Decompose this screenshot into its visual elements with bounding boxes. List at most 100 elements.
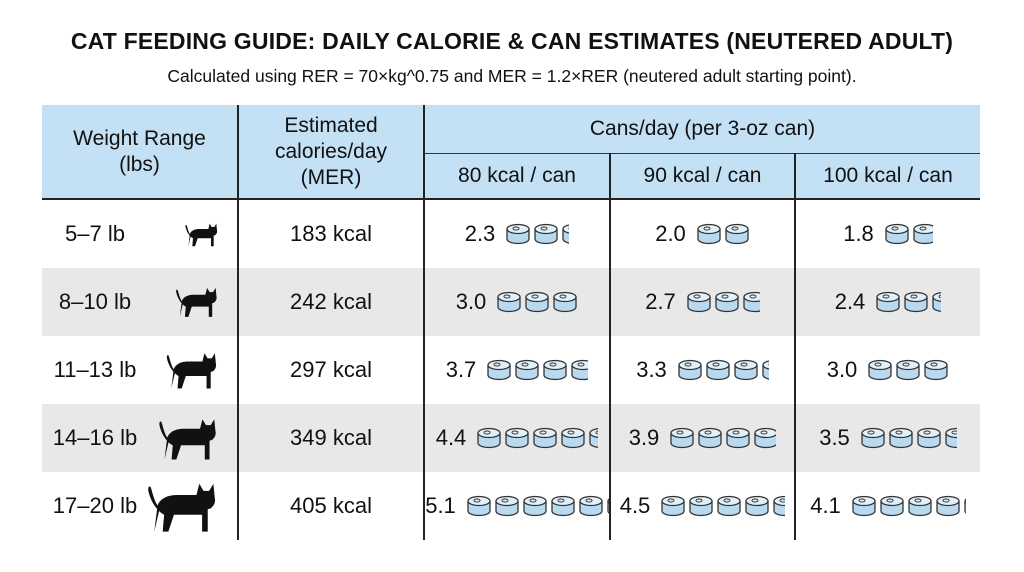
can-icons [884, 223, 933, 245]
food-can-icon [669, 427, 695, 449]
cans-per-day: 3.0 [826, 357, 858, 382]
can-icons [669, 427, 777, 449]
food-can-icon [677, 359, 703, 381]
header-cans-group: Cans/day (per 3-oz can) [423, 105, 980, 154]
calories: 349 kcal [237, 404, 424, 472]
cans-per-day: 4.4 [435, 425, 467, 450]
food-can-icon [903, 291, 929, 313]
can-icons [466, 495, 609, 517]
food-can-icon [714, 291, 740, 313]
weight-range: 11–13 lb [53, 357, 137, 382]
cans-per-day: 3.3 [636, 357, 667, 382]
cans-per-day: 4.1 [810, 493, 841, 518]
food-can-icon [496, 291, 522, 313]
cans-per-day: 2.7 [645, 289, 676, 314]
food-can-icon [912, 223, 933, 245]
header-weight: Weight Range (lbs) [42, 105, 238, 200]
food-can-icon [895, 359, 921, 381]
feeding-table: Weight Range (lbs) Estimated calories/da… [42, 105, 980, 540]
food-can-icon [505, 223, 531, 245]
can-icons [505, 223, 570, 245]
can-icons [660, 495, 786, 517]
food-can-icon [772, 495, 786, 517]
can-icons [686, 291, 760, 313]
food-can-icon [570, 359, 589, 381]
food-can-icon [486, 359, 512, 381]
weight-range: 17–20 lb [52, 493, 138, 518]
subtitle: Calculated using RER = 70×kg^0.75 and ME… [167, 66, 857, 86]
cat-silhouette-icon [185, 223, 218, 246]
food-can-icon [660, 495, 686, 517]
food-can-icon [504, 427, 530, 449]
cat-silhouette-icon [166, 353, 217, 389]
cans-per-day: 2.4 [834, 289, 866, 314]
food-can-icon [733, 359, 759, 381]
food-can-icon [725, 427, 751, 449]
can-icons [875, 291, 942, 313]
weight-range: 5–7 lb [65, 221, 125, 246]
food-can-icon [494, 495, 520, 517]
can-icons [496, 291, 578, 313]
cans-per-day: 5.1 [425, 493, 456, 518]
calories: 405 kcal [237, 472, 424, 540]
food-can-icon [696, 223, 722, 245]
food-can-icon [884, 223, 910, 245]
food-can-icon [606, 495, 609, 517]
food-can-icon [522, 495, 548, 517]
cat-silhouette-icon [176, 288, 217, 318]
food-can-icon [753, 427, 777, 449]
food-can-icon [560, 427, 586, 449]
cans-per-day: 3.0 [455, 289, 487, 314]
page-title: CAT FEEDING GUIDE: DAILY CALORIE & CAN E… [70, 28, 954, 54]
can-icons [860, 427, 957, 449]
cat-silhouette-icon [148, 483, 216, 532]
food-can-icon [744, 495, 770, 517]
food-can-icon [697, 427, 723, 449]
food-can-icon [944, 427, 957, 449]
header-80kcal: 80 kcal / can [423, 153, 610, 200]
food-can-icon [879, 495, 905, 517]
calories: 297 kcal [237, 336, 424, 404]
food-can-icon [916, 427, 942, 449]
food-can-icon [935, 495, 961, 517]
cans-per-day: 3.7 [445, 357, 477, 382]
food-can-icon [686, 291, 712, 313]
cans-per-day: 1.8 [843, 221, 874, 246]
food-can-icon [466, 495, 492, 517]
header-90kcal: 90 kcal / can [609, 153, 795, 200]
can-icons [677, 359, 769, 381]
food-can-icon [476, 427, 502, 449]
food-can-icon [963, 495, 966, 517]
food-can-icon [688, 495, 714, 517]
table-row: 5–7 lb 183 kcal 2.3 2.0 1.8 [42, 199, 980, 268]
can-icons [476, 427, 599, 449]
food-can-icon [532, 427, 558, 449]
cans-per-day: 3.5 [819, 425, 850, 450]
header-100kcal: 100 kcal / can [794, 153, 980, 200]
cans-per-day: 3.9 [628, 425, 660, 450]
header-calories: Estimated calories/day (MER) [237, 105, 424, 200]
food-can-icon [550, 495, 576, 517]
food-can-icon [761, 359, 769, 381]
food-can-icon [561, 223, 570, 245]
weight-range: 8–10 lb [58, 289, 132, 314]
food-can-icon [888, 427, 914, 449]
food-can-icon [514, 359, 540, 381]
food-can-icon [524, 291, 550, 313]
table-row: 11–13 lb 297 kcal 3.7 3.3 3.0 [42, 336, 980, 404]
food-can-icon [588, 427, 599, 449]
food-can-icon [724, 223, 750, 245]
food-can-icon [907, 495, 933, 517]
weight-range: 14–16 lb [52, 424, 138, 450]
table-row: 14–16 lb 349 kcal 4.4 3.9 3.5 [42, 404, 980, 472]
food-can-icon [705, 359, 731, 381]
calories: 242 kcal [237, 268, 424, 336]
food-can-icon [851, 495, 877, 517]
food-can-icon [867, 359, 893, 381]
calories: 183 kcal [237, 199, 424, 268]
table-row: 8–10 lb 242 kcal 3.0 2.7 2.4 [42, 268, 980, 336]
can-icons [851, 495, 966, 517]
food-can-icon [542, 359, 568, 381]
table-row: 17–20 lb 405 kcal 5.1 4.5 4.1 [42, 472, 980, 540]
food-can-icon [552, 291, 578, 313]
